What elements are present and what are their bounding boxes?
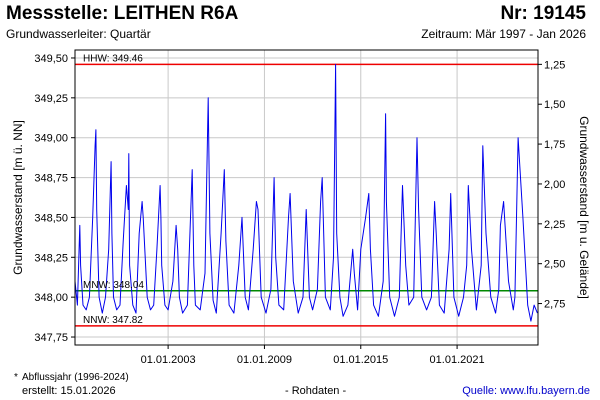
- period-label: Zeitraum: Mär 1997 - Jan 2026: [421, 27, 586, 41]
- mnw-label: MNW: 348.04: [83, 280, 144, 291]
- raw-data-label: - Rohdaten -: [285, 385, 347, 397]
- y-tick-label-right: 1,25: [544, 59, 565, 71]
- station-number: Nr: 19145: [500, 3, 586, 24]
- y-tick-label-left: 348,50: [34, 212, 68, 224]
- aquifer-subtitle: Grundwasserleiter: Quartär: [6, 27, 151, 41]
- reference-labels: HHW: 349.46 MNW: 348.04 NNW: 347.82: [83, 53, 144, 326]
- x-tick-label: 01.01.2015: [333, 354, 388, 366]
- tick-labels: 349,50 349,25 349,00 348,75 348,50 348,25 348,…: [34, 53, 565, 366]
- plot-frame: [74, 49, 539, 346]
- y-tick-label-right: 2,50: [544, 259, 565, 271]
- y-axis-title-right: Grundwasserstand [m u. Gelände]: [577, 116, 591, 299]
- y-tick-label-right: 1,50: [544, 99, 565, 111]
- series-line: [74, 63, 538, 322]
- y-tick-label-left: 347,75: [34, 332, 68, 344]
- y-tick-label-right: 2,00: [544, 179, 565, 191]
- station-title: Messstelle: LEITHEN R6A: [6, 3, 239, 24]
- y-tick-label-left: 349,25: [34, 93, 68, 105]
- y-tick-label-left: 348,25: [34, 252, 68, 264]
- y-axis-title-left: Grundwasserstand [m ü. NN]: [11, 120, 25, 275]
- y-tick-label-left: 348,75: [34, 173, 68, 185]
- y-tick-label-left: 349,50: [34, 53, 68, 65]
- reference-lines: [75, 63, 538, 327]
- x-tick-label: 01.01.2009: [237, 354, 292, 366]
- x-tick-label: 01.01.2021: [430, 354, 485, 366]
- nnw-label: NNW: 347.82: [83, 315, 143, 326]
- y-tick-label-left: 348,00: [34, 292, 68, 304]
- footnote: * Abflussjahr (1996-2024): [14, 372, 129, 383]
- y-tick-label-right: 1,75: [544, 139, 565, 151]
- source-link[interactable]: Quelle: www.lfu.bayern.de: [462, 385, 590, 397]
- footnote-star: *: [14, 372, 18, 383]
- x-tick-label: 01.01.2003: [141, 354, 196, 366]
- hhw-label: HHW: 349.46: [83, 53, 143, 64]
- y-tick-label-right: 2,25: [544, 219, 565, 231]
- tick-marks: [71, 57, 542, 349]
- series-layer: [74, 63, 538, 322]
- y-tick-label-left: 349,00: [34, 133, 68, 145]
- footnote-text: Abflussjahr (1996-2024): [22, 372, 129, 383]
- y-tick-label-right: 2,75: [544, 299, 565, 311]
- created-date: erstellt: 15.01.2026: [22, 385, 116, 397]
